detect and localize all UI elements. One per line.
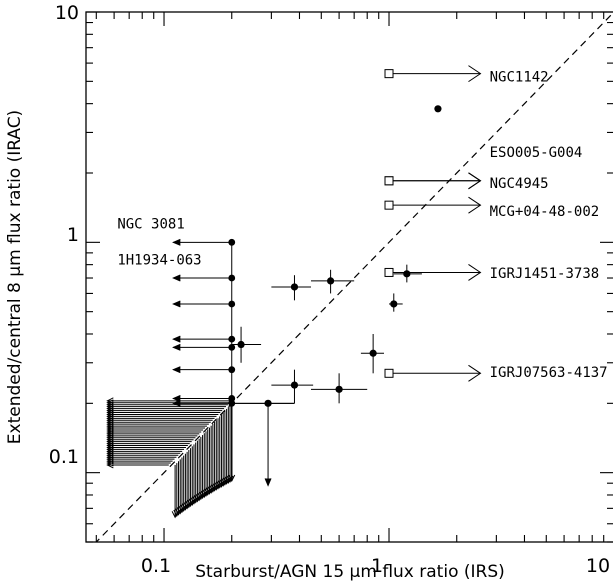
axis-ticks [86, 11, 613, 543]
arrow-head [172, 335, 181, 343]
arrow-head [468, 196, 482, 214]
arrow-head [172, 238, 181, 246]
annotation-label: NGC1142 [490, 69, 549, 85]
data-point [384, 368, 394, 378]
y-axis-title: Extended/central 8 μm flux ratio (IRAC) [5, 110, 25, 444]
data-point [434, 105, 442, 113]
annotation-label: 1H1934-063 [117, 253, 201, 269]
data-point [403, 270, 411, 278]
x-tick-label: 0.1 [141, 555, 171, 577]
data-point [384, 69, 394, 79]
censored-sample-block [106, 397, 236, 519]
data-point [384, 176, 394, 186]
annotation-label: NGC4945 [490, 176, 549, 192]
arrow-head [468, 65, 482, 83]
y-tick-label: 1 [67, 224, 79, 246]
arrow-head [172, 274, 181, 282]
arrow-head [468, 172, 482, 190]
data-point [290, 381, 299, 389]
reference-line [95, 12, 613, 542]
data-point [290, 283, 299, 291]
data-point [390, 300, 398, 308]
y-tick-label: 0.1 [49, 446, 79, 468]
data-point [384, 200, 394, 210]
plot-frame [85, 11, 613, 543]
arrow-head [264, 478, 272, 487]
data-point [384, 267, 394, 277]
annotation-label: NGC 3081 [117, 216, 184, 232]
data-point [326, 277, 335, 285]
data-point [335, 385, 343, 393]
arrow-head [468, 264, 482, 281]
annotation-label: MCG+04-48-002 [490, 204, 600, 220]
arrow-head [172, 399, 181, 407]
x-tick-label: 10 [586, 555, 610, 577]
data-marks [172, 65, 482, 487]
data-point [369, 349, 377, 357]
arrow-head [106, 461, 114, 469]
y-tick-label: 10 [55, 2, 79, 24]
annotation-label: ESO005-G004 [490, 145, 583, 161]
arrow-head [172, 300, 181, 308]
arrow-head [468, 364, 482, 382]
source-annotations: NGC1142 ESO005-G004 NGC4945 MCG+04-48-00… [117, 69, 607, 381]
annotation-label: IGRJ1451-3738 [490, 266, 600, 282]
x-tick-label: 1 [371, 555, 383, 577]
x-axis-title: Starburst/AGN 15 μm flux ratio (IRS) [195, 562, 505, 581]
annotation-label: IGRJ07563-4137 [490, 365, 608, 381]
arrow-head [172, 343, 181, 351]
arrow-head [172, 394, 181, 402]
arrow-head [172, 366, 181, 374]
